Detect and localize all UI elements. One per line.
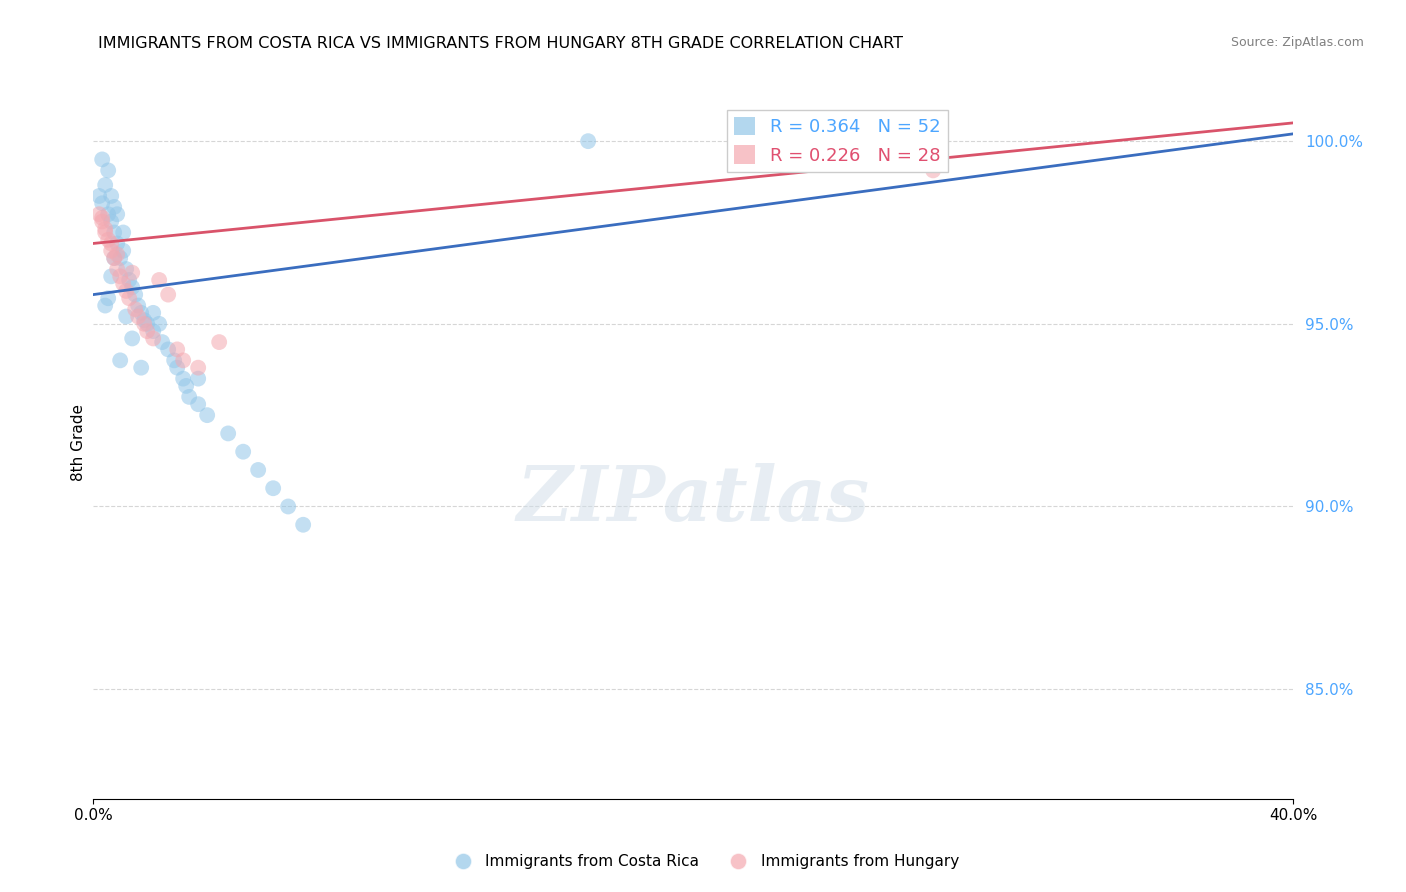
Point [100, 189, 122, 203]
Point [108, 269, 131, 284]
Point [118, 273, 141, 287]
Point [187, 360, 209, 375]
Point [94, 226, 117, 240]
Point [105, 247, 128, 261]
Point [91, 153, 114, 167]
Point [292, 517, 315, 532]
Point [112, 226, 135, 240]
Point [124, 287, 146, 301]
Point [112, 244, 135, 258]
Y-axis label: 8th Grade: 8th Grade [72, 404, 86, 481]
Point [157, 343, 180, 357]
Legend: Immigrants from Costa Rica, Immigrants from Hungary: Immigrants from Costa Rica, Immigrants f… [441, 848, 965, 875]
Point [142, 324, 165, 338]
Point [142, 331, 165, 345]
Point [91, 196, 114, 211]
Point [121, 280, 143, 294]
Point [166, 343, 188, 357]
Text: ZIPatlas: ZIPatlas [516, 463, 870, 537]
Point [91, 214, 114, 228]
Point [148, 273, 170, 287]
Point [922, 163, 945, 178]
Point [262, 481, 284, 495]
Point [118, 291, 141, 305]
Point [136, 317, 159, 331]
Point [91, 211, 114, 225]
Point [100, 236, 122, 251]
Point [187, 371, 209, 385]
Point [217, 426, 239, 441]
Point [208, 335, 231, 350]
Point [97, 291, 120, 305]
Point [124, 302, 146, 317]
Point [172, 371, 194, 385]
Point [103, 200, 125, 214]
Legend: R = 0.364   N = 52, R = 0.226   N = 28: R = 0.364 N = 52, R = 0.226 N = 28 [727, 110, 948, 172]
Point [100, 214, 122, 228]
Point [97, 233, 120, 247]
Point [97, 163, 120, 178]
Point [150, 335, 173, 350]
Point [187, 397, 209, 411]
Text: IMMIGRANTS FROM COSTA RICA VS IMMIGRANTS FROM HUNGARY 8TH GRADE CORRELATION CHAR: IMMIGRANTS FROM COSTA RICA VS IMMIGRANTS… [98, 36, 904, 51]
Text: Source: ZipAtlas.com: Source: ZipAtlas.com [1230, 36, 1364, 49]
Point [134, 317, 156, 331]
Point [103, 251, 125, 265]
Point [157, 287, 180, 301]
Point [89, 207, 111, 221]
Point [89, 189, 111, 203]
Point [108, 353, 131, 368]
Point [232, 444, 254, 458]
Point [742, 141, 765, 155]
Point [277, 500, 299, 514]
Point [97, 207, 120, 221]
Point [105, 207, 128, 221]
Point [174, 379, 197, 393]
Point [121, 331, 143, 345]
Point [108, 251, 131, 265]
Point [148, 317, 170, 331]
Point [105, 236, 128, 251]
Point [115, 262, 138, 277]
Point [127, 310, 149, 324]
Point [247, 463, 270, 477]
Point [115, 284, 138, 298]
Point [112, 277, 135, 291]
Point [100, 244, 122, 258]
Point [163, 353, 186, 368]
Point [172, 353, 194, 368]
Point [179, 390, 201, 404]
Point [115, 310, 138, 324]
Point [94, 299, 117, 313]
Point [129, 360, 152, 375]
Point [94, 222, 117, 236]
Point [136, 324, 159, 338]
Point [100, 269, 122, 284]
Point [576, 134, 599, 148]
Point [121, 266, 143, 280]
Point [94, 178, 117, 192]
Point [142, 306, 165, 320]
Point [127, 299, 149, 313]
Point [134, 313, 156, 327]
Point [105, 262, 128, 277]
Point [103, 226, 125, 240]
Point [103, 251, 125, 265]
Point [129, 306, 152, 320]
Point [166, 360, 188, 375]
Point [195, 408, 218, 422]
